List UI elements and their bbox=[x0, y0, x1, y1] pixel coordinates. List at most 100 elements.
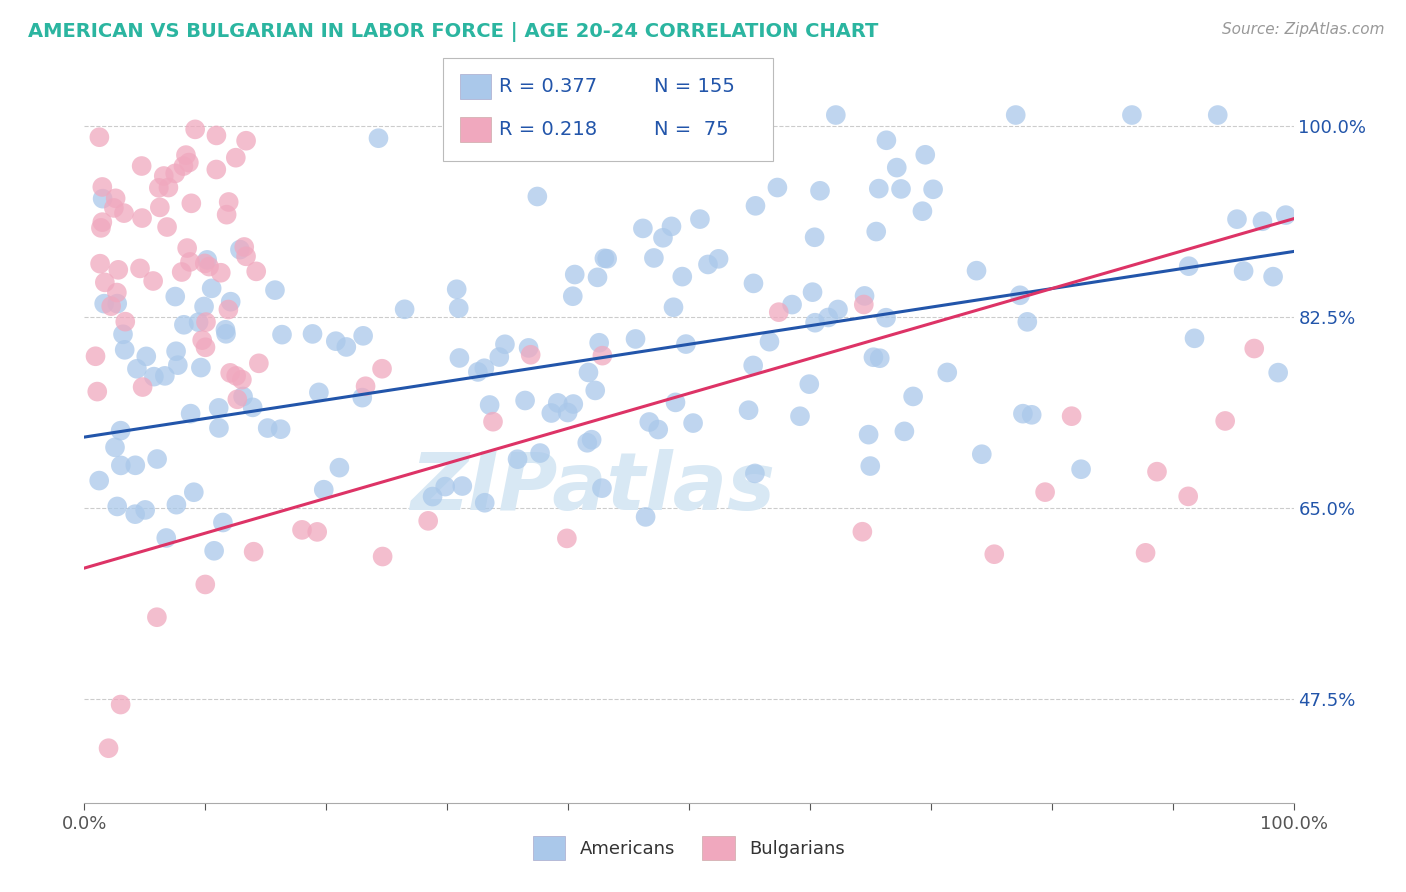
Point bbox=[472, 361, 495, 376]
Point bbox=[519, 348, 541, 362]
Point bbox=[561, 289, 583, 303]
Point bbox=[131, 380, 153, 394]
Point bbox=[1243, 342, 1265, 356]
Point bbox=[862, 350, 884, 364]
Point bbox=[488, 350, 510, 364]
Point bbox=[170, 265, 193, 279]
Point bbox=[474, 496, 496, 510]
Point bbox=[114, 343, 136, 357]
Point bbox=[422, 490, 444, 504]
Point bbox=[165, 166, 187, 180]
Point bbox=[247, 356, 270, 370]
Point bbox=[135, 350, 157, 364]
Point bbox=[271, 327, 294, 342]
Point bbox=[581, 433, 603, 447]
Point bbox=[352, 391, 374, 405]
Point bbox=[193, 300, 215, 314]
Point bbox=[308, 385, 330, 400]
Point bbox=[152, 169, 174, 183]
Point bbox=[664, 395, 686, 409]
Point bbox=[865, 225, 887, 239]
Point bbox=[707, 252, 730, 266]
Point bbox=[105, 500, 128, 514]
Point bbox=[557, 405, 579, 419]
Point bbox=[1226, 212, 1249, 227]
Point bbox=[671, 269, 693, 284]
Point bbox=[799, 377, 821, 392]
Point bbox=[201, 281, 224, 295]
Point bbox=[97, 741, 120, 756]
Point bbox=[84, 349, 107, 363]
Point bbox=[198, 260, 221, 274]
Point bbox=[1017, 315, 1039, 329]
Point bbox=[149, 200, 172, 214]
Point bbox=[245, 264, 267, 278]
Point bbox=[104, 191, 127, 205]
Point bbox=[270, 422, 292, 436]
Point bbox=[105, 296, 128, 310]
Point bbox=[194, 577, 217, 591]
Point bbox=[638, 415, 661, 429]
Point bbox=[335, 340, 357, 354]
Point bbox=[526, 189, 548, 203]
Point bbox=[371, 361, 394, 376]
Point bbox=[194, 340, 217, 354]
Point bbox=[859, 458, 882, 473]
Point bbox=[218, 194, 240, 209]
Point bbox=[184, 122, 207, 136]
Point bbox=[104, 440, 127, 454]
Text: N =  75: N = 75 bbox=[654, 120, 728, 139]
Point bbox=[852, 297, 875, 311]
Point bbox=[208, 421, 231, 435]
Point bbox=[578, 366, 600, 380]
Point bbox=[482, 415, 505, 429]
Point bbox=[868, 181, 890, 195]
Point bbox=[173, 318, 195, 332]
Point bbox=[576, 435, 599, 450]
Point bbox=[596, 252, 619, 266]
Point bbox=[768, 305, 790, 319]
Point bbox=[214, 323, 236, 337]
Point bbox=[529, 446, 551, 460]
Point bbox=[890, 182, 912, 196]
Point bbox=[922, 182, 945, 196]
Point bbox=[110, 458, 132, 473]
Point bbox=[179, 255, 201, 269]
Point bbox=[371, 549, 394, 564]
Point bbox=[661, 219, 683, 234]
Point bbox=[191, 333, 214, 347]
Point bbox=[789, 409, 811, 424]
Point bbox=[195, 252, 218, 267]
Point bbox=[219, 294, 242, 309]
Point bbox=[242, 401, 264, 415]
Point bbox=[202, 543, 225, 558]
Point bbox=[94, 276, 117, 290]
Point bbox=[682, 416, 704, 430]
Point bbox=[1184, 331, 1206, 345]
Point bbox=[478, 398, 501, 412]
Point bbox=[124, 507, 146, 521]
Point bbox=[110, 698, 132, 712]
Point bbox=[675, 337, 697, 351]
Point bbox=[966, 263, 988, 277]
Point bbox=[547, 396, 569, 410]
Point bbox=[643, 251, 665, 265]
Point bbox=[91, 215, 114, 229]
Point bbox=[142, 274, 165, 288]
Point bbox=[449, 351, 471, 365]
Point bbox=[131, 211, 153, 225]
Point bbox=[901, 389, 924, 403]
Point bbox=[89, 474, 111, 488]
Point bbox=[208, 401, 231, 415]
Text: AMERICAN VS BULGARIAN IN LABOR FORCE | AGE 20-24 CORRELATION CHART: AMERICAN VS BULGARIAN IN LABOR FORCE | A… bbox=[28, 22, 879, 42]
Point bbox=[418, 514, 440, 528]
Point bbox=[165, 498, 187, 512]
Point bbox=[100, 299, 122, 313]
Point bbox=[1177, 489, 1199, 503]
Point bbox=[217, 302, 239, 317]
Point bbox=[225, 368, 247, 383]
Point bbox=[555, 532, 578, 546]
Point bbox=[165, 289, 187, 303]
Point bbox=[301, 326, 323, 341]
Point bbox=[1206, 108, 1229, 122]
